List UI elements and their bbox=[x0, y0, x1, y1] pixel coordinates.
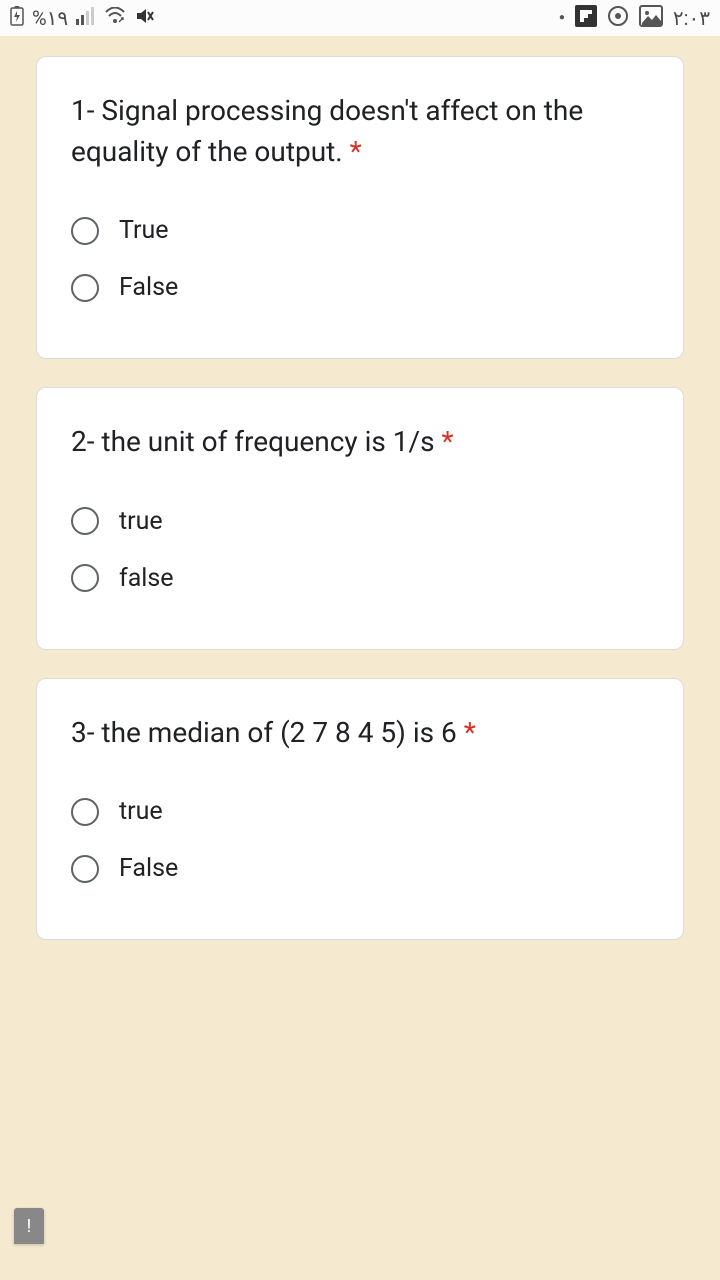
question-label: 1- Signal processing doesn't affect on t… bbox=[71, 94, 583, 168]
radio-icon bbox=[71, 564, 99, 592]
question-label: 2- the unit of frequency is 1/s bbox=[71, 425, 441, 458]
radio-icon bbox=[71, 274, 99, 302]
option-label: True bbox=[119, 216, 169, 245]
question-text-2: 2- the unit of frequency is 1/s * bbox=[71, 422, 649, 463]
mute-icon bbox=[134, 6, 154, 30]
signal-icon bbox=[76, 7, 96, 29]
question-card-1: 1- Signal processing doesn't affect on t… bbox=[36, 56, 684, 359]
option-3-false[interactable]: False bbox=[71, 844, 649, 893]
option-1-true[interactable]: True bbox=[71, 206, 649, 255]
question-card-3: 3- the median of (2 7 8 4 5) is 6 * true… bbox=[36, 678, 684, 941]
question-label: 3- the median of (2 7 8 4 5) is 6 bbox=[71, 716, 464, 749]
option-label: true bbox=[119, 507, 163, 536]
status-right: ● ٢:٠٣ bbox=[559, 5, 710, 31]
status-bar: %١٩ ● ٢:٠٣ bbox=[0, 0, 720, 36]
option-3-true[interactable]: true bbox=[71, 787, 649, 836]
option-2-false[interactable]: false bbox=[71, 554, 649, 603]
required-asterisk: * bbox=[464, 716, 476, 749]
battery-icon bbox=[10, 6, 24, 30]
dot-icon: ● bbox=[559, 13, 565, 23]
option-label: false bbox=[119, 564, 174, 593]
circle-icon bbox=[607, 5, 629, 31]
battery-percent: %١٩ bbox=[32, 6, 68, 30]
question-card-2: 2- the unit of frequency is 1/s * true f… bbox=[36, 387, 684, 650]
required-asterisk: * bbox=[350, 135, 362, 168]
wifi-icon bbox=[104, 7, 126, 29]
radio-icon bbox=[71, 855, 99, 883]
radio-icon bbox=[71, 507, 99, 535]
radio-icon bbox=[71, 798, 99, 826]
status-left: %١٩ bbox=[10, 6, 154, 30]
option-label: False bbox=[119, 854, 178, 883]
clock-text: ٢:٠٣ bbox=[673, 6, 710, 30]
option-label: False bbox=[119, 273, 178, 302]
question-text-3: 3- the median of (2 7 8 4 5) is 6 * bbox=[71, 713, 649, 754]
form-content: 1- Signal processing doesn't affect on t… bbox=[0, 36, 720, 940]
image-icon bbox=[639, 5, 663, 31]
radio-icon bbox=[71, 217, 99, 245]
alert-icon: ! bbox=[27, 1216, 32, 1237]
option-2-true[interactable]: true bbox=[71, 497, 649, 546]
option-label: true bbox=[119, 797, 163, 826]
flipboard-icon bbox=[575, 5, 597, 31]
question-text-1: 1- Signal processing doesn't affect on t… bbox=[71, 91, 649, 172]
feedback-button[interactable]: ! bbox=[14, 1208, 44, 1244]
required-asterisk: * bbox=[441, 425, 453, 458]
option-1-false[interactable]: False bbox=[71, 263, 649, 312]
